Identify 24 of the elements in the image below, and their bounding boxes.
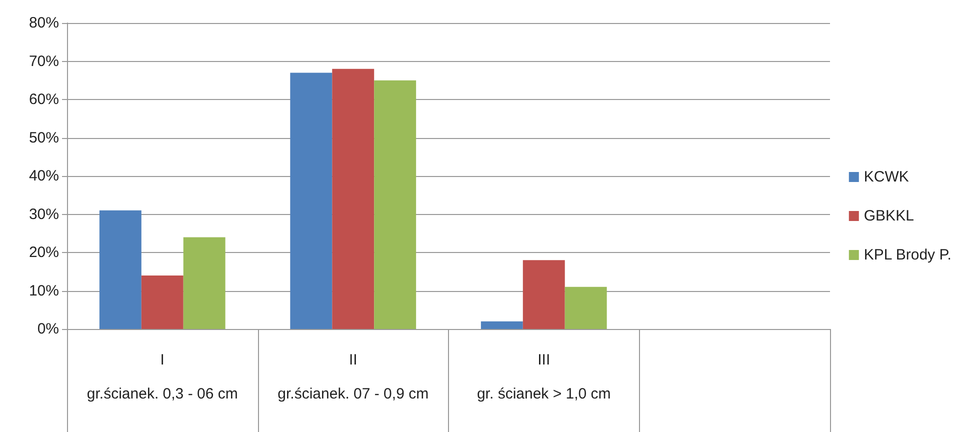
y-tick-label: 20% xyxy=(28,244,59,261)
y-tick-label: 40% xyxy=(28,168,59,184)
y-tick-label: 10% xyxy=(28,282,59,300)
bar xyxy=(141,275,184,329)
x-tick-label: III gr. ścianek > 1,0 cm xyxy=(476,352,611,402)
y-tick-label: 0% xyxy=(37,320,59,338)
bar xyxy=(183,237,226,329)
y-tick-label: 60% xyxy=(28,91,59,108)
x-tick-label: II gr.ścianek. 07 - 0,9 cm xyxy=(278,352,429,402)
legend-label: KPL Brody P. xyxy=(864,246,952,264)
bar xyxy=(290,72,332,329)
bar xyxy=(332,68,374,329)
legend-label: GBKKL xyxy=(864,208,914,224)
y-tick-label: 70% xyxy=(28,52,59,70)
y-tick-label: 30% xyxy=(28,206,59,223)
bar xyxy=(480,321,523,329)
y-tick-label: 50% xyxy=(28,129,59,146)
bar xyxy=(374,80,416,329)
legend-label: KCWK xyxy=(864,168,909,186)
x-tick-label: I gr.ścianek. 0,3 - 06 cm xyxy=(86,352,238,402)
bar xyxy=(99,210,142,329)
bar xyxy=(522,260,565,329)
bar xyxy=(564,286,607,329)
y-tick-label: 80% xyxy=(28,14,59,32)
